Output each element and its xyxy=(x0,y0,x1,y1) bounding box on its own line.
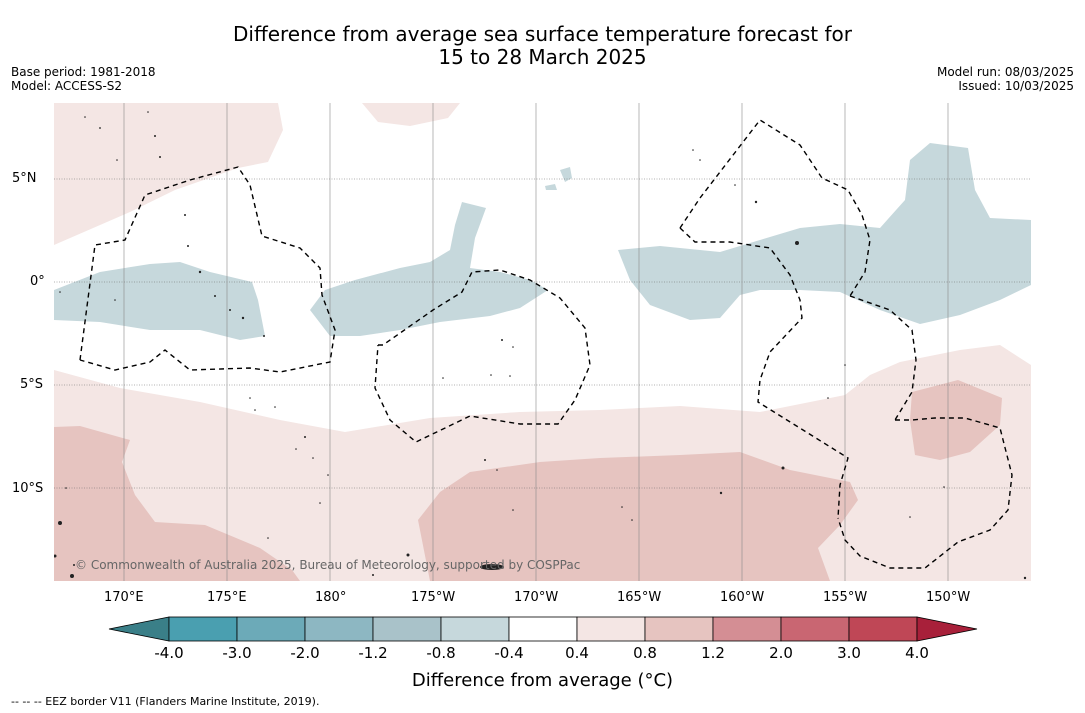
colorbar-tick-label: 0.8 xyxy=(633,644,657,662)
cool-region-east xyxy=(618,143,1031,324)
colorbar-tick-label: -4.0 xyxy=(154,644,184,662)
map-title-line2: 15 to 28 March 2025 xyxy=(438,45,647,69)
lon-label-170e: 170°E xyxy=(104,590,144,605)
cool-region-west xyxy=(54,262,265,340)
colorbar-tick-label: 3.0 xyxy=(837,644,861,662)
eez-cook-islands xyxy=(837,417,1013,569)
graticule-meridians xyxy=(123,103,949,581)
lon-label-150w: 150°W xyxy=(926,590,971,605)
lon-label-155w: 155°W xyxy=(823,590,868,605)
colorbar-tick-label: -0.8 xyxy=(426,644,456,662)
graticule xyxy=(54,178,1031,489)
lon-label-170w: 170°W xyxy=(514,590,559,605)
warm-core-east xyxy=(910,380,1002,460)
map-area xyxy=(54,103,1031,581)
warm-core-south-central xyxy=(418,452,858,581)
eez-borders xyxy=(79,119,1013,569)
colorbar-tick-label: 0.4 xyxy=(565,644,589,662)
warm-region-north-central xyxy=(362,103,460,126)
eez-kiribati-line xyxy=(679,119,871,297)
lon-label-180: 180° xyxy=(315,590,347,605)
model-run-text: Model run: 08/03/2025 xyxy=(936,65,1074,79)
issued-text: Issued: 10/03/2025 xyxy=(958,79,1074,93)
lon-label-165w: 165°W xyxy=(617,590,662,605)
eez-kiribati-phoenix xyxy=(374,269,591,443)
lat-label-10s: 10°S xyxy=(12,481,44,496)
cool-region-central-dot xyxy=(545,167,572,190)
lat-label-0: 0° xyxy=(30,274,45,289)
colorbar-title: Difference from average (°C) xyxy=(411,670,674,691)
warm-region-northwest xyxy=(54,103,283,245)
cool-region-central xyxy=(310,202,548,336)
colorbar-tick-label: 2.0 xyxy=(769,644,793,662)
map-title-line1: Difference from average sea surface temp… xyxy=(232,22,852,46)
base-period-text: Base period: 1981-2018 xyxy=(11,65,156,79)
colorbar-tick-label: 4.0 xyxy=(905,644,929,662)
meta-left: Base period: 1981-2018 Model: ACCESS-S2 xyxy=(11,65,156,93)
colorbar-tick-label: -0.4 xyxy=(494,644,524,662)
lon-label-175e: 175°E xyxy=(207,590,247,605)
eez-line-islands-south xyxy=(679,227,849,519)
colorbar-tick-label: -1.2 xyxy=(358,644,388,662)
islands xyxy=(54,111,1027,580)
colorbar-tick-label: -2.0 xyxy=(290,644,320,662)
lat-label-5s: 5°S xyxy=(20,377,44,392)
colorbar-tick-label: 1.2 xyxy=(701,644,725,662)
warm-core-southwest xyxy=(54,426,300,581)
lon-label-160w: 160°W xyxy=(720,590,765,605)
lat-label-5n: 5°N xyxy=(12,171,37,186)
meta-right: Model run: 08/03/2025 Issued: 10/03/2025 xyxy=(937,65,1074,93)
lon-label-175w: 175°W xyxy=(411,590,456,605)
copyright-text: © Commonwealth of Australia 2025, Bureau… xyxy=(75,558,581,572)
model-text: Model: ACCESS-S2 xyxy=(11,79,123,93)
colorbar-tick-label: -3.0 xyxy=(222,644,252,662)
eez-footnote: -- -- -- EEZ border V11 (Flanders Marine… xyxy=(11,695,320,708)
